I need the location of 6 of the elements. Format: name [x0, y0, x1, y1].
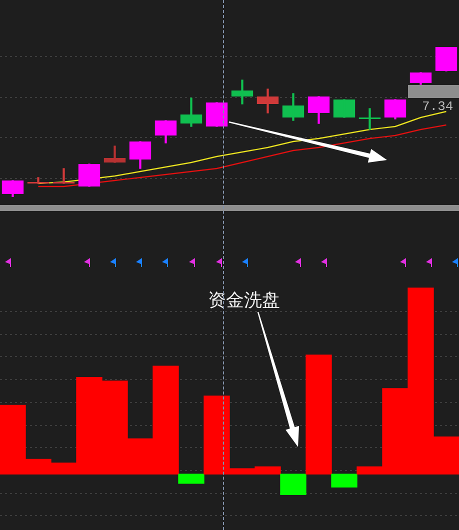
- bar: [306, 354, 332, 474]
- annotation: 资金洗盘: [208, 289, 280, 312]
- annotation: 7.34: [422, 99, 454, 114]
- bar: [178, 474, 204, 484]
- bar: [280, 474, 306, 495]
- bar: [331, 474, 358, 488]
